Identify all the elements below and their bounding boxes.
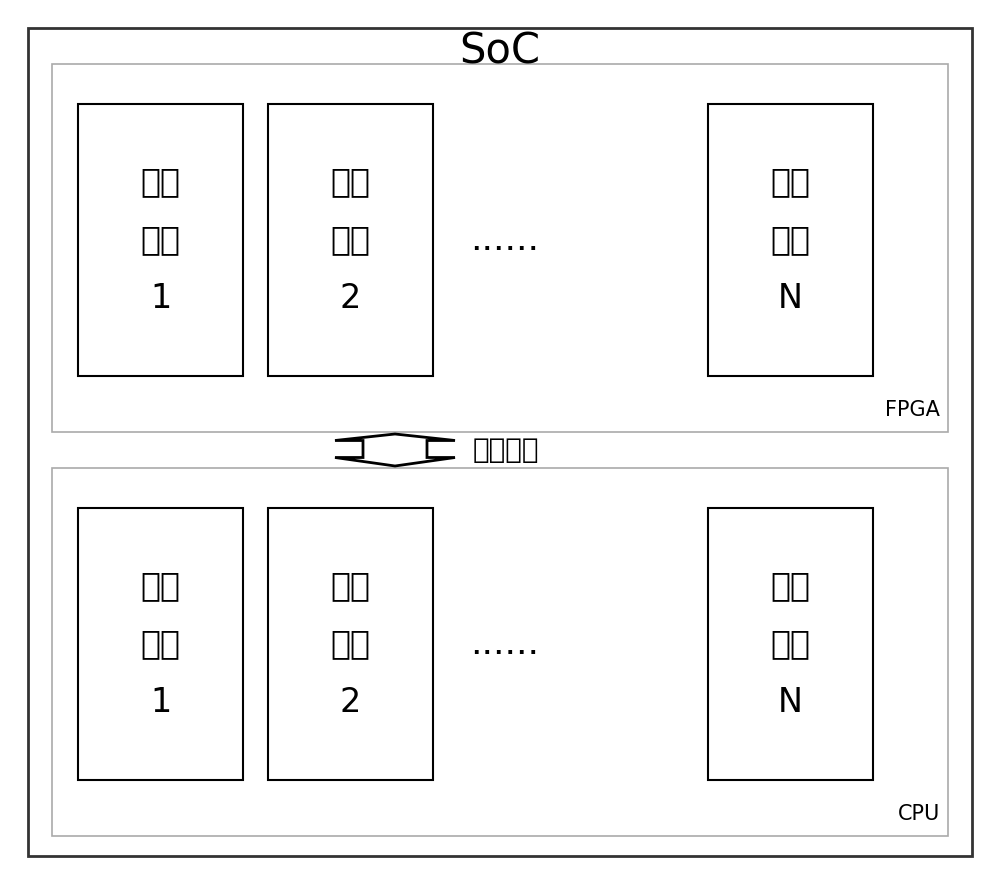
Bar [52, 468, 948, 836]
Bar [268, 104, 433, 376]
Polygon shape [335, 434, 455, 466]
Text: N: N [778, 282, 803, 315]
Text: 功能: 功能 [770, 165, 810, 198]
Text: 功能: 功能 [140, 165, 180, 198]
Bar [708, 104, 873, 376]
Text: 任务: 任务 [770, 628, 810, 660]
Text: 模块: 模块 [140, 224, 180, 256]
Bar [78, 508, 243, 780]
Text: 2: 2 [340, 686, 361, 719]
Text: 管理接口: 管理接口 [473, 436, 540, 464]
Text: 模块: 模块 [770, 224, 810, 256]
Text: N: N [778, 686, 803, 719]
Text: 任务: 任务 [140, 628, 180, 660]
Bar [52, 64, 948, 432]
Text: SoC: SoC [460, 31, 540, 73]
Text: CPU: CPU [898, 804, 940, 824]
Text: 管理: 管理 [330, 569, 370, 602]
Bar [268, 508, 433, 780]
Text: 模块: 模块 [330, 224, 370, 256]
Text: ......: ...... [471, 223, 540, 257]
Text: 2: 2 [340, 282, 361, 315]
Bar [708, 508, 873, 780]
Bar [78, 104, 243, 376]
Text: 功能: 功能 [330, 165, 370, 198]
Text: 任务: 任务 [330, 628, 370, 660]
Text: 1: 1 [150, 282, 171, 315]
Text: 1: 1 [150, 686, 171, 719]
Text: 管理: 管理 [770, 569, 810, 602]
Text: FPGA: FPGA [885, 400, 940, 420]
Text: ......: ...... [471, 627, 540, 661]
Text: 管理: 管理 [140, 569, 180, 602]
